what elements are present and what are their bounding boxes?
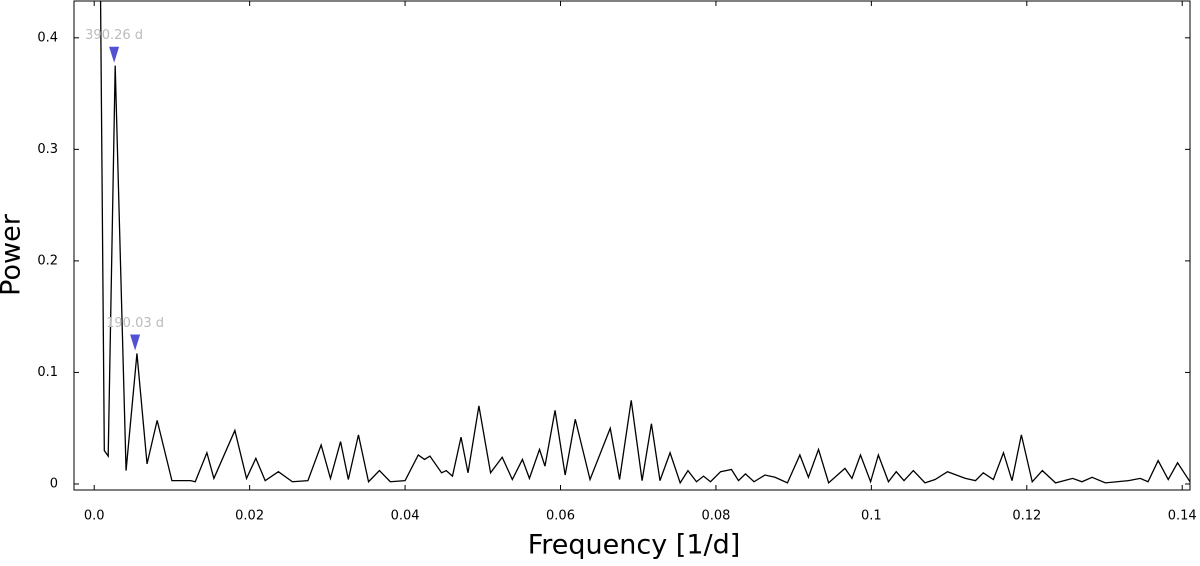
x-tick-label: 0.08: [701, 509, 730, 524]
y-tick-label: 0: [50, 476, 58, 491]
x-tick-label: 0.04: [391, 509, 420, 524]
x-tick-label: 0.02: [235, 509, 264, 524]
peak-label: 390.26 d: [85, 28, 143, 43]
y-tick-label: 0.3: [37, 142, 58, 157]
x-axis-label: Frequency [1/d]: [528, 530, 741, 561]
y-tick-label: 0.2: [37, 253, 58, 268]
plot-area: [99, 1, 1190, 485]
peak-marker: [109, 46, 120, 63]
peak-marker: [130, 334, 141, 351]
x-tick-label: 0.1: [861, 509, 882, 524]
power-line: [99, 1, 1190, 485]
x-tick-label: 0.0: [84, 509, 105, 524]
x-tick-label: 0.06: [546, 509, 575, 524]
y-tick-label: 0.4: [37, 30, 58, 45]
y-axis-label: Power: [0, 213, 27, 296]
plot-frame: [73, 0, 1191, 491]
peak-label: 190.03 d: [106, 316, 164, 331]
x-tick-label: 0.12: [1012, 509, 1041, 524]
x-tick-label: 0.14: [1168, 509, 1197, 524]
y-tick-label: 0.1: [37, 365, 58, 380]
